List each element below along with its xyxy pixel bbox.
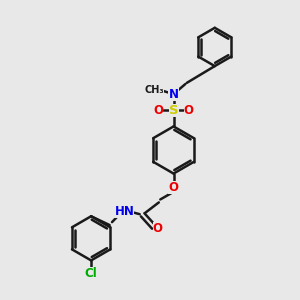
Text: CH₃: CH₃ xyxy=(145,85,164,94)
Text: O: O xyxy=(184,104,194,117)
Text: O: O xyxy=(153,104,163,117)
Text: Cl: Cl xyxy=(85,267,98,280)
Text: S: S xyxy=(169,104,178,117)
Text: HN: HN xyxy=(114,205,134,218)
Text: O: O xyxy=(153,222,163,235)
Text: N: N xyxy=(169,88,178,100)
Text: O: O xyxy=(169,181,178,194)
